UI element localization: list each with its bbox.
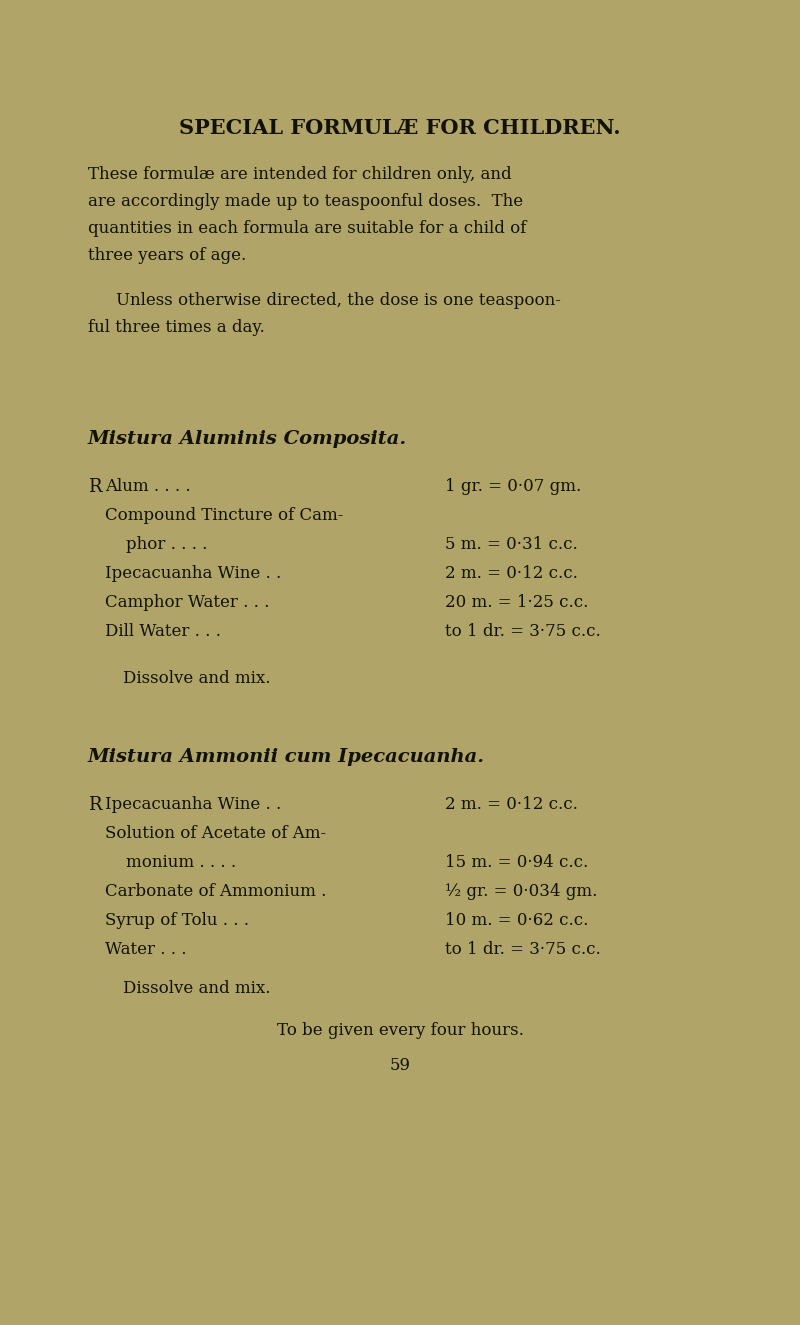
- Text: 15 m. = 0·94 c.c.: 15 m. = 0·94 c.c.: [445, 855, 588, 871]
- Text: Dissolve and mix.: Dissolve and mix.: [123, 670, 270, 686]
- Text: These formulæ are intended for children only, and: These formulæ are intended for children …: [88, 166, 512, 183]
- Text: 20 m. = 1·25 c.c.: 20 m. = 1·25 c.c.: [445, 594, 588, 611]
- Text: SPECIAL FORMULÆ FOR CHILDREN.: SPECIAL FORMULÆ FOR CHILDREN.: [179, 118, 621, 138]
- Text: Dill Water . . .: Dill Water . . .: [105, 623, 221, 640]
- Text: Carbonate of Ammonium .: Carbonate of Ammonium .: [105, 882, 326, 900]
- Text: 10 m. = 0·62 c.c.: 10 m. = 0·62 c.c.: [445, 912, 588, 929]
- Text: ½ gr. = 0·034 gm.: ½ gr. = 0·034 gm.: [445, 882, 598, 900]
- Text: 59: 59: [390, 1057, 410, 1075]
- Text: 2 m. = 0·12 c.c.: 2 m. = 0·12 c.c.: [445, 796, 578, 814]
- Text: Compound Tincture of Cam-: Compound Tincture of Cam-: [105, 507, 343, 523]
- Text: Unless otherwise directed, the dose is one teaspoon-: Unless otherwise directed, the dose is o…: [116, 292, 561, 309]
- Text: Ipecacuanha Wine . .: Ipecacuanha Wine . .: [105, 796, 282, 814]
- Text: 2 m. = 0·12 c.c.: 2 m. = 0·12 c.c.: [445, 564, 578, 582]
- Text: Water . . .: Water . . .: [105, 941, 186, 958]
- Text: to 1 dr. = 3·75 c.c.: to 1 dr. = 3·75 c.c.: [445, 623, 601, 640]
- Text: Alum . . . .: Alum . . . .: [105, 478, 190, 496]
- Text: Syrup of Tolu . . .: Syrup of Tolu . . .: [105, 912, 249, 929]
- Text: Mistura Ammonii cum Ipecacuanha.: Mistura Ammonii cum Ipecacuanha.: [88, 749, 485, 766]
- Text: Mistura Aluminis Composita.: Mistura Aluminis Composita.: [88, 431, 407, 448]
- Text: Ipecacuanha Wine . .: Ipecacuanha Wine . .: [105, 564, 282, 582]
- Text: 1 gr. = 0·07 gm.: 1 gr. = 0·07 gm.: [445, 478, 582, 496]
- Text: to 1 dr. = 3·75 c.c.: to 1 dr. = 3·75 c.c.: [445, 941, 601, 958]
- Text: Dissolve and mix.: Dissolve and mix.: [123, 980, 270, 996]
- Text: phor . . . .: phor . . . .: [105, 537, 207, 553]
- Text: R: R: [88, 796, 102, 814]
- Text: Solution of Acetate of Am-: Solution of Acetate of Am-: [105, 825, 326, 841]
- Text: ful three times a day.: ful three times a day.: [88, 319, 265, 337]
- Text: quantities in each formula are suitable for a child of: quantities in each formula are suitable …: [88, 220, 526, 237]
- Text: Camphor Water . . .: Camphor Water . . .: [105, 594, 270, 611]
- Text: monium . . . .: monium . . . .: [105, 855, 236, 871]
- Text: To be given every four hours.: To be given every four hours.: [277, 1022, 523, 1039]
- Text: 5 m. = 0·31 c.c.: 5 m. = 0·31 c.c.: [445, 537, 578, 553]
- Text: three years of age.: three years of age.: [88, 246, 246, 264]
- Text: are accordingly made up to teaspoonful doses.  The: are accordingly made up to teaspoonful d…: [88, 193, 523, 209]
- Text: R: R: [88, 478, 102, 496]
